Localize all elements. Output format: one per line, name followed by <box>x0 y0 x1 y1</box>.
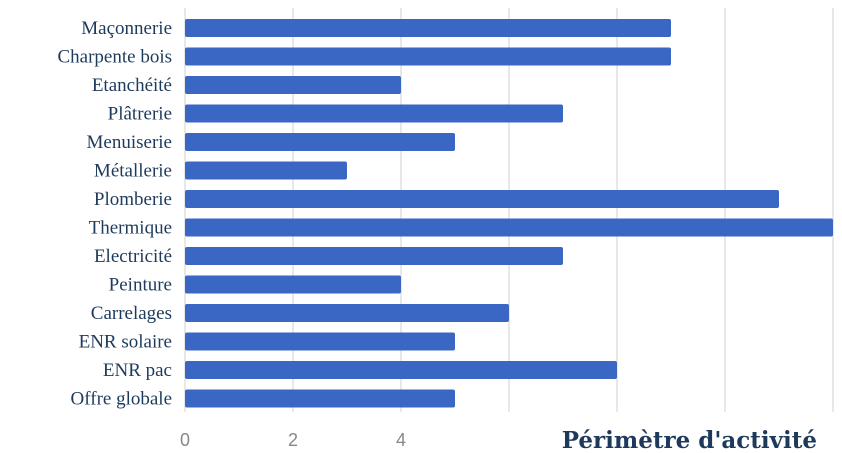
bar <box>185 133 455 151</box>
category-label: Maçonnerie <box>81 18 172 39</box>
bar <box>185 275 401 294</box>
category-labels: Maçonnerie Charpente bois Etanchéité Plâtre… <box>57 18 172 410</box>
bar <box>185 104 563 123</box>
bar <box>185 19 671 37</box>
category-label: Etanchéité <box>92 75 172 96</box>
category-label: Thermique <box>89 218 172 239</box>
bar <box>185 161 347 180</box>
x-axis-label: Périmètre d'activité <box>562 427 817 453</box>
category-label: Offre globale <box>71 389 172 410</box>
bar <box>185 47 671 66</box>
x-tick-label: 0 <box>180 430 190 450</box>
bar <box>185 76 401 94</box>
category-label: Plâtrerie <box>108 104 172 125</box>
category-label: ENR pac <box>103 360 172 381</box>
category-label: Charpente bois <box>57 47 172 68</box>
category-label: Menuiserie <box>87 132 172 153</box>
category-label: ENR solaire <box>79 332 172 353</box>
bar <box>185 247 563 265</box>
category-label: Electricité <box>94 246 172 267</box>
bar <box>185 361 617 379</box>
x-tick-labels: 0 2 4 <box>180 430 406 450</box>
bar <box>185 304 509 322</box>
x-tick-label: 2 <box>288 430 298 450</box>
bar <box>185 218 833 237</box>
bar <box>185 389 455 408</box>
x-tick-label: 4 <box>396 430 406 450</box>
category-label: Carrelages <box>91 303 172 324</box>
bars <box>185 19 833 408</box>
category-label: Plomberie <box>94 189 172 210</box>
grid-lines <box>184 8 834 412</box>
category-label: Métallerie <box>94 161 172 182</box>
category-label: Peinture <box>109 275 172 296</box>
bar <box>185 332 455 351</box>
bar <box>185 190 779 208</box>
